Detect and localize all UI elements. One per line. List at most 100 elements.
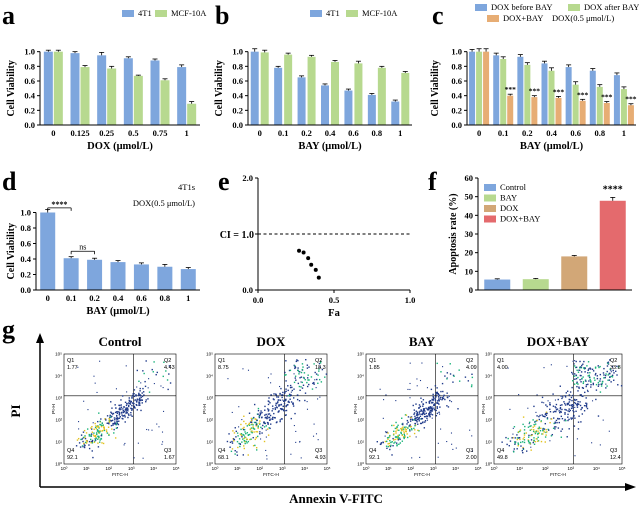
chart-title: 4T1s [178,182,195,192]
x-tick-label: 1 [185,128,189,138]
event-dot [120,408,122,410]
event-dot [417,423,419,425]
event-dot [122,410,125,412]
legend-swatch [484,194,496,202]
event-dot [537,436,539,439]
plot-title: Control [98,334,141,349]
event-dot [115,417,117,420]
event-dot [561,404,563,406]
bar [157,266,173,290]
y-axis-label: PI-H [202,404,208,414]
event-dot [424,421,426,423]
x-tick-label: 0 [51,128,55,138]
event-dot [293,381,296,384]
event-dot [258,416,261,419]
event-dot [238,426,240,428]
event-dot [258,415,261,418]
event-dot [521,441,524,443]
event-dot [99,430,101,433]
event-dot [148,378,150,380]
event-dot [557,427,560,429]
event-dot [409,428,411,431]
event-dot [582,381,585,383]
event-dot [98,427,100,429]
event-dot [471,373,473,375]
event-dot [110,420,112,422]
event-dot [299,371,301,373]
event-dot [446,378,448,380]
event-dot [411,429,413,431]
bar [507,95,514,125]
plot-frame [63,353,177,465]
event-dot [575,377,578,380]
event-dot [567,416,569,418]
event-dot [512,433,514,435]
bar [500,59,507,125]
event-dot [599,380,601,382]
event-dot [258,414,261,417]
x-tick-label: 0.5 [128,128,139,138]
event-dot [315,373,318,375]
event-dot [432,393,434,396]
quadrant-name: Q1 [369,358,376,364]
event-dot [263,426,266,428]
event-dot [394,427,397,430]
event-dot [418,416,420,419]
event-dot [250,423,253,426]
x-tick-label: 10³ [568,466,575,471]
event-dot [432,404,435,406]
event-dot [131,396,133,398]
event-dot [259,420,261,422]
event-dot [470,385,473,388]
chart-subtitle: DOX(0.5 μmol/L) [133,198,195,208]
event-dot [519,438,521,441]
event-dot [235,430,238,433]
event-dot [268,400,270,403]
event-dot [111,407,113,409]
event-dot [571,399,573,402]
event-dot [598,366,600,369]
event-dot [83,443,85,445]
event-dot [137,394,140,397]
event-dot [446,440,448,443]
event-dot [394,438,396,441]
event-dot [317,398,319,400]
event-dot [115,423,117,426]
event-dot [146,428,148,431]
event-dot [91,431,94,433]
event-dot [418,404,421,406]
quadrant-value: 4.93 [315,455,326,461]
event-dot [317,382,319,385]
legend-label: MCF-10A [171,8,207,18]
event-dot [537,430,539,432]
event-dot [290,401,293,403]
event-dot [550,364,552,366]
event-dot [99,439,101,441]
event-dot [251,431,253,434]
event-dot [529,442,531,445]
event-dot [389,434,391,437]
event-dot [544,436,547,438]
event-dot [249,428,252,431]
event-dot [505,436,507,439]
event-dot [458,369,460,371]
event-dot [608,372,611,375]
bar [613,75,620,125]
event-dot [90,434,92,436]
event-dot [609,359,611,361]
event-dot [264,409,266,411]
quadrant-value: 92.1 [67,455,78,461]
panel-c: 0 0.1 0.2 0.4 0.6 0.8 10.00.20.40.60.81.0Cell … [430,2,639,152]
event-dot [436,400,439,402]
event-dot [108,419,111,421]
x-tick-label: 0.6 [136,293,147,303]
y-tick-label: 0.8 [232,61,243,71]
event-dot [131,415,133,417]
event-dot [536,419,538,422]
event-dot [544,441,546,443]
event-dot [545,414,548,416]
event-dot [442,395,445,397]
event-dot [133,457,135,459]
x-tick-label: 0 [46,293,50,303]
event-dot [509,440,512,442]
